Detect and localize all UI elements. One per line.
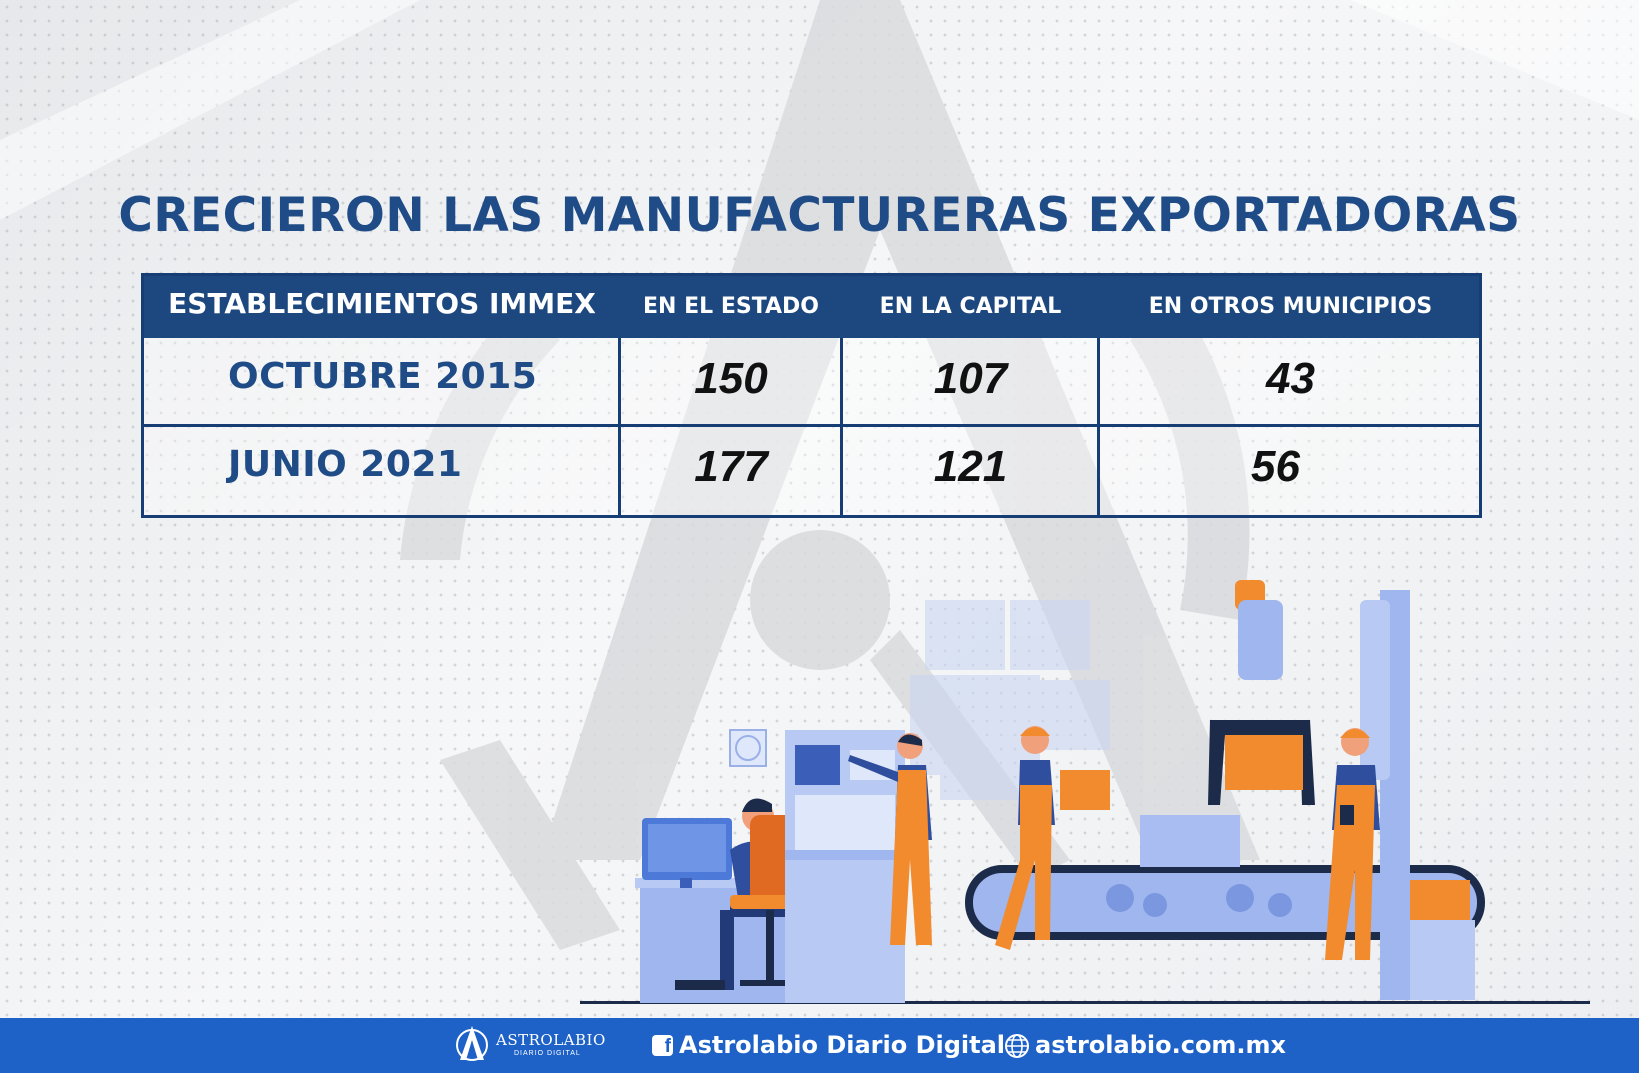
computer-monitor bbox=[642, 818, 732, 888]
worker-carrying-box bbox=[995, 726, 1110, 950]
tablet bbox=[1340, 805, 1354, 825]
row-label: JUNIO 2021 bbox=[228, 444, 463, 485]
column-divider bbox=[840, 338, 843, 518]
header-otros-municipios: EN OTROS MUNICIPIOS bbox=[1148, 294, 1433, 319]
factory-workers-illustration bbox=[580, 580, 1590, 1004]
facebook-icon: f bbox=[652, 1035, 673, 1056]
cell-estado: 177 bbox=[694, 442, 768, 491]
footer-bar: ASTROLABIO DIARIO DIGITAL f Astrolabio D… bbox=[0, 1018, 1639, 1073]
clock-icon bbox=[729, 729, 767, 767]
cell-estado: 150 bbox=[694, 354, 768, 403]
gripped-box bbox=[1225, 735, 1303, 790]
cell-otros-municipios: 43 bbox=[1266, 354, 1315, 403]
box-on-belt bbox=[1140, 815, 1240, 867]
header-capital: EN LA CAPITAL bbox=[879, 294, 1062, 319]
column-divider bbox=[618, 338, 621, 518]
worker-with-tablet bbox=[1325, 728, 1380, 960]
row-divider bbox=[144, 424, 1479, 427]
footer-logo-subtext: DIARIO DIGITAL bbox=[514, 1050, 581, 1057]
panel-operator-worker bbox=[848, 733, 932, 945]
robotic-arm bbox=[1208, 580, 1410, 1000]
table-header: ESTABLECIMIENTOS IMMEX EN EL ESTADO EN L… bbox=[144, 276, 1479, 338]
background-boxes bbox=[910, 600, 1110, 800]
globe-icon bbox=[1005, 1034, 1029, 1058]
carried-box bbox=[1060, 770, 1110, 810]
cell-capital: 121 bbox=[933, 442, 1008, 491]
row-label: OCTUBRE 2015 bbox=[228, 356, 538, 397]
page-title: CRECIERON LAS MANUFACTURERAS EXPORTADORA… bbox=[118, 188, 1521, 243]
cell-capital: 107 bbox=[933, 354, 1008, 403]
column-divider bbox=[1097, 338, 1100, 518]
footer-facebook-link[interactable]: Astrolabio Diario Digital bbox=[679, 1031, 1006, 1059]
floor-line bbox=[580, 1001, 1590, 1004]
footer-logo-text: ASTROLABIO bbox=[496, 1031, 606, 1049]
header-estado: EN EL ESTADO bbox=[643, 294, 819, 319]
footer-website-link[interactable]: astrolabio.com.mx bbox=[1035, 1031, 1287, 1059]
header-establecimientos: ESTABLECIMIENTOS IMMEX bbox=[168, 287, 596, 320]
cell-otros-municipios: 56 bbox=[1251, 442, 1300, 491]
immex-table: ESTABLECIMIENTOS IMMEX EN EL ESTADO EN L… bbox=[141, 273, 1482, 518]
astrolabio-logo-icon bbox=[456, 1026, 488, 1061]
